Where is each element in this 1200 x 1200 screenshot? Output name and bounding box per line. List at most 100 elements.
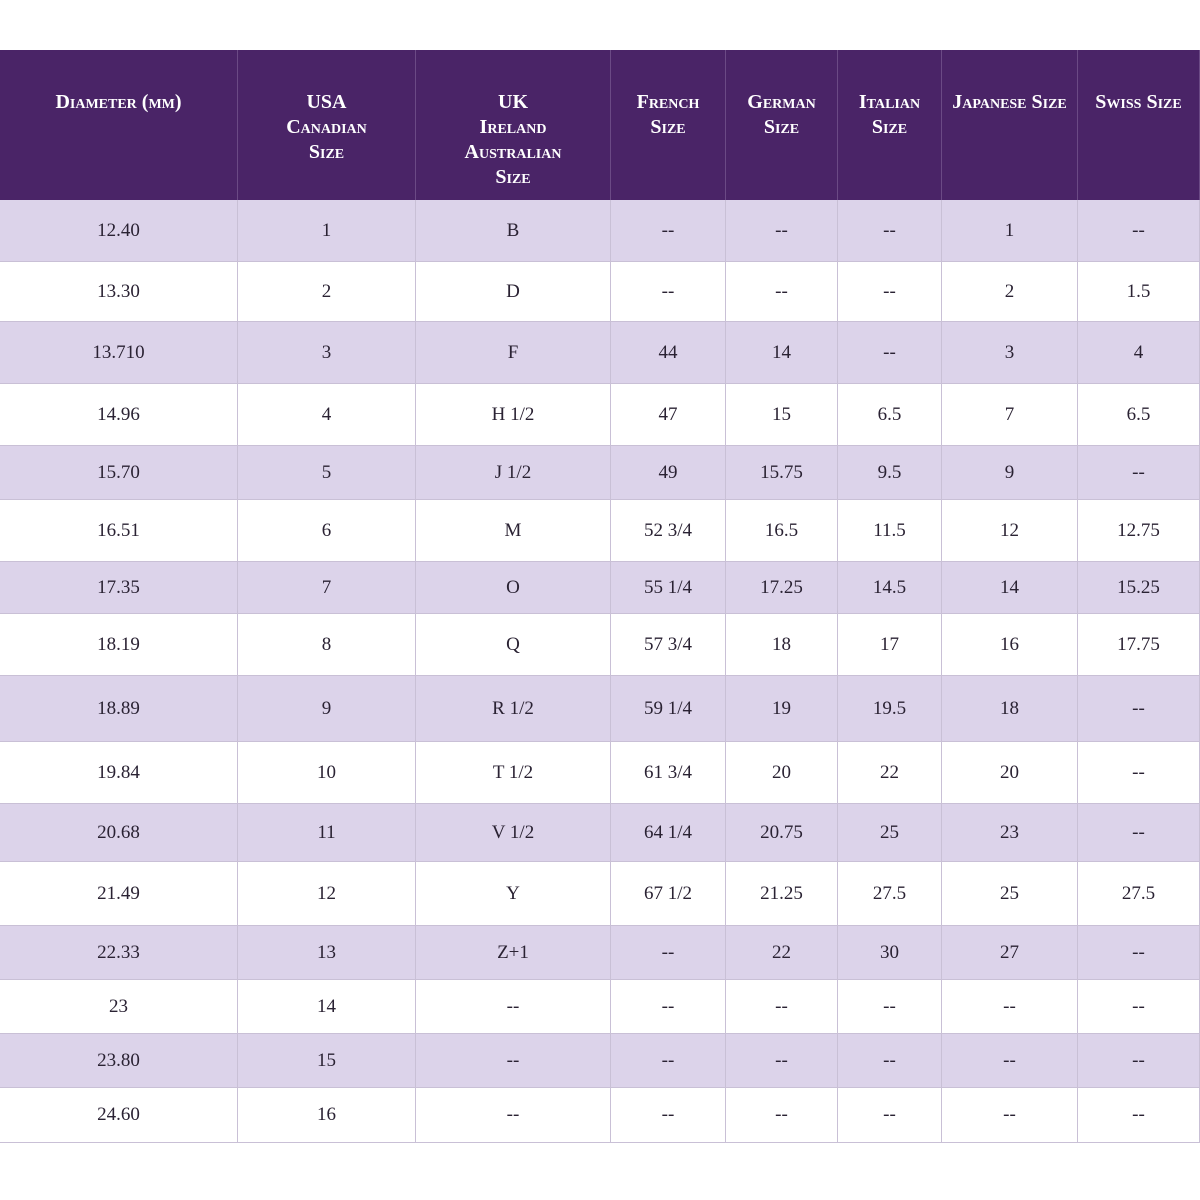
table-cell: 16 [238,1088,416,1143]
header-text: Ireland [479,116,547,138]
table-cell: 22.33 [0,926,238,980]
table-cell: 1 [238,200,416,262]
header-cell: Japanese Size [942,50,1078,200]
table-cell: 47 [611,384,726,446]
table-cell: -- [1078,200,1200,262]
table-cell: 3 [942,322,1078,384]
table-cell: Q [416,614,611,676]
table-cell: 11.5 [838,500,942,562]
table-cell: -- [942,1088,1078,1143]
table-cell: 17 [838,614,942,676]
table-cell: 16 [942,614,1078,676]
header-text: Canadian [286,116,367,138]
table-cell: -- [726,1088,838,1143]
table-cell: H 1/2 [416,384,611,446]
table-cell: 44 [611,322,726,384]
table-cell: 17.25 [726,562,838,614]
header-text: Italian [858,91,921,113]
table-cell: 11 [238,804,416,862]
table-cell: 27 [942,926,1078,980]
table-cell: -- [942,1034,1078,1088]
table-cell: 22 [838,742,942,804]
table-cell: 14 [942,562,1078,614]
table-cell: 67 1/2 [611,862,726,926]
table-cell: 27.5 [1078,862,1200,926]
table-cell: Y [416,862,611,926]
table-cell: 15.25 [1078,562,1200,614]
table-cell: -- [1078,676,1200,742]
table-cell: T 1/2 [416,742,611,804]
table-cell: 6.5 [1078,384,1200,446]
table-cell: -- [726,200,838,262]
table-cell: 12.75 [1078,500,1200,562]
table-cell: 19 [726,676,838,742]
table-cell: 15.75 [726,446,838,500]
table-cell: R 1/2 [416,676,611,742]
table-cell: 2 [942,262,1078,322]
table-cell: -- [416,980,611,1034]
table-cell: 18 [726,614,838,676]
table-cell: 14.5 [838,562,942,614]
table-cell: 19.84 [0,742,238,804]
table-cell: 18 [942,676,1078,742]
table-cell: -- [942,980,1078,1034]
table-cell: -- [838,322,942,384]
table-cell: 14.96 [0,384,238,446]
table-cell: 9 [942,446,1078,500]
table-cell: 17.35 [0,562,238,614]
table-cell: 14 [238,980,416,1034]
table-cell: 25 [838,804,942,862]
header-cell: USA Canadian Size [238,50,416,200]
table-cell: 6.5 [838,384,942,446]
table-cell: 64 1/4 [611,804,726,862]
table-cell: 59 1/4 [611,676,726,742]
table-cell: -- [1078,446,1200,500]
table-cell: 15 [238,1034,416,1088]
table-cell: 13 [238,926,416,980]
header-text: Australian [464,141,562,163]
table-cell: -- [1078,926,1200,980]
table-cell: 14 [726,322,838,384]
header-cell: UK Ireland Australian Size [416,50,611,200]
header-text: USA [306,91,347,113]
table-cell: 9.5 [838,446,942,500]
table-cell: 16.5 [726,500,838,562]
table-cell: 1.5 [1078,262,1200,322]
table-cell: F [416,322,611,384]
table-cell: -- [416,1034,611,1088]
table-cell: 23.80 [0,1034,238,1088]
table-cell: 4 [238,384,416,446]
table-cell: 12 [238,862,416,926]
table-cell: 20.68 [0,804,238,862]
table-cell: 7 [942,384,1078,446]
table-cell: 13.30 [0,262,238,322]
table-cell: O [416,562,611,614]
table-cell: M [416,500,611,562]
table-cell: 1 [942,200,1078,262]
table-cell: -- [726,980,838,1034]
table-cell: 57 3/4 [611,614,726,676]
table-cell: J 1/2 [416,446,611,500]
table-cell: 5 [238,446,416,500]
table-cell: D [416,262,611,322]
table-cell: 18.89 [0,676,238,742]
header-text: Size [763,116,800,138]
table-cell: 3 [238,322,416,384]
table-cell: -- [726,1034,838,1088]
table-cell: 10 [238,742,416,804]
table-cell: -- [611,1034,726,1088]
table-cell: -- [838,1034,942,1088]
table-cell: -- [1078,1088,1200,1143]
table-cell: 9 [238,676,416,742]
header-text: Size [871,116,908,138]
table-cell: 24.60 [0,1088,238,1143]
table-cell: -- [838,980,942,1034]
table-cell: 17.75 [1078,614,1200,676]
table-cell: -- [726,262,838,322]
table-cell: 20.75 [726,804,838,862]
table-cell: -- [1078,1034,1200,1088]
header-cell: German Size [726,50,838,200]
table-cell: -- [611,1088,726,1143]
table-cell: 52 3/4 [611,500,726,562]
